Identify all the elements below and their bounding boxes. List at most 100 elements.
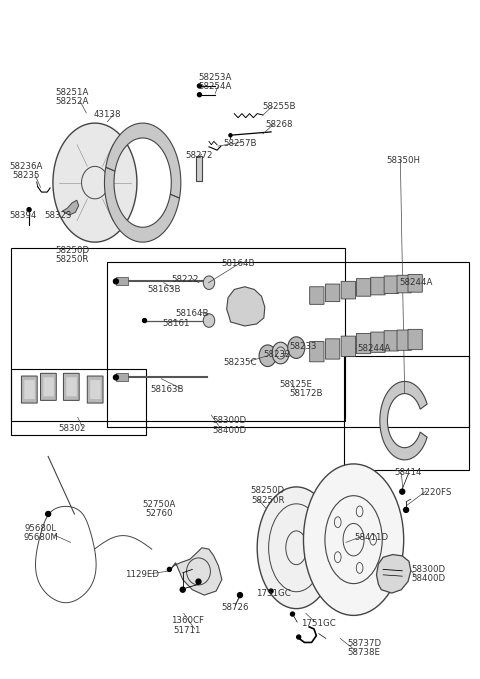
Text: 58250D: 58250D (251, 486, 285, 496)
Text: 58400D: 58400D (411, 574, 445, 583)
Circle shape (404, 507, 408, 513)
Text: 58244A: 58244A (358, 344, 391, 354)
Text: 58255B: 58255B (263, 102, 296, 111)
FancyBboxPatch shape (384, 331, 398, 351)
Circle shape (180, 587, 185, 592)
FancyBboxPatch shape (341, 281, 356, 299)
FancyBboxPatch shape (371, 277, 385, 295)
Text: 58411D: 58411D (354, 533, 388, 542)
Text: 58222: 58222 (171, 276, 198, 285)
Circle shape (297, 635, 300, 639)
Polygon shape (171, 548, 222, 595)
FancyBboxPatch shape (87, 376, 103, 403)
FancyBboxPatch shape (408, 274, 422, 292)
Text: 58394: 58394 (10, 210, 37, 219)
Text: 58164B: 58164B (221, 259, 255, 268)
Text: 58250R: 58250R (251, 496, 285, 505)
Text: 1751GC: 1751GC (301, 619, 336, 628)
Text: 58163B: 58163B (148, 285, 181, 294)
Text: 58125E: 58125E (280, 380, 313, 388)
FancyBboxPatch shape (371, 332, 385, 352)
Circle shape (229, 134, 232, 136)
FancyBboxPatch shape (63, 373, 79, 401)
FancyBboxPatch shape (397, 275, 411, 293)
Text: 58161: 58161 (162, 318, 190, 328)
Polygon shape (62, 200, 79, 215)
FancyBboxPatch shape (40, 373, 56, 401)
Bar (344, 356, 469, 470)
Bar (11, 249, 345, 421)
FancyBboxPatch shape (43, 378, 54, 397)
Text: 58252A: 58252A (55, 97, 89, 106)
Text: 52750A: 52750A (142, 500, 176, 509)
Text: 43138: 43138 (94, 111, 121, 120)
Ellipse shape (303, 464, 404, 615)
Bar (116, 277, 128, 285)
Ellipse shape (272, 342, 289, 364)
Polygon shape (53, 123, 137, 242)
Circle shape (113, 279, 119, 284)
Text: 58253A: 58253A (199, 73, 232, 81)
Circle shape (400, 489, 405, 494)
FancyBboxPatch shape (341, 336, 356, 356)
Text: 1220FS: 1220FS (420, 488, 452, 497)
FancyBboxPatch shape (325, 284, 340, 301)
Polygon shape (105, 167, 180, 242)
Text: 58250D: 58250D (55, 246, 89, 255)
Polygon shape (380, 382, 427, 460)
Text: 58235: 58235 (12, 171, 40, 181)
Ellipse shape (203, 314, 215, 327)
Bar (196, 155, 202, 181)
Text: 58233: 58233 (289, 342, 317, 351)
Text: 51711: 51711 (174, 626, 201, 635)
Text: 58254A: 58254A (199, 82, 232, 91)
Text: 58251A: 58251A (55, 88, 89, 96)
Text: 58250R: 58250R (55, 255, 89, 264)
Text: 95680M: 95680M (23, 533, 58, 542)
Text: 58300D: 58300D (213, 416, 247, 425)
Circle shape (197, 84, 202, 88)
Ellipse shape (203, 276, 215, 289)
Text: 95680L: 95680L (24, 524, 57, 532)
Circle shape (290, 612, 295, 616)
Text: 58400D: 58400D (213, 426, 247, 435)
Bar (116, 373, 128, 382)
FancyBboxPatch shape (90, 380, 101, 399)
Bar (108, 261, 469, 427)
Text: 58302: 58302 (58, 424, 86, 433)
FancyBboxPatch shape (310, 287, 324, 304)
Text: 52760: 52760 (145, 509, 173, 519)
Polygon shape (376, 555, 411, 593)
Text: 58272: 58272 (185, 151, 213, 160)
FancyBboxPatch shape (310, 342, 324, 362)
Polygon shape (106, 123, 181, 198)
Circle shape (197, 93, 202, 96)
Ellipse shape (259, 345, 276, 367)
Text: 1129ED: 1129ED (125, 570, 159, 579)
Text: 58172B: 58172B (289, 389, 323, 398)
Text: 58737D: 58737D (347, 640, 381, 648)
Text: 58257B: 58257B (223, 139, 257, 148)
Text: 58268: 58268 (265, 120, 293, 129)
Bar (11, 369, 146, 435)
FancyBboxPatch shape (357, 278, 371, 296)
Circle shape (143, 318, 146, 323)
FancyBboxPatch shape (397, 330, 411, 350)
Circle shape (27, 208, 31, 212)
Text: 58300D: 58300D (411, 565, 445, 574)
Text: 1360CF: 1360CF (171, 617, 204, 625)
Text: 58163B: 58163B (151, 385, 184, 394)
Text: 58414: 58414 (394, 468, 422, 477)
FancyBboxPatch shape (384, 276, 398, 293)
Text: 58350H: 58350H (386, 156, 420, 166)
FancyBboxPatch shape (22, 376, 37, 403)
Text: 58236A: 58236A (10, 162, 43, 171)
Text: 58244A: 58244A (400, 278, 433, 287)
Text: 58738E: 58738E (348, 648, 381, 657)
FancyBboxPatch shape (357, 333, 371, 354)
FancyBboxPatch shape (24, 380, 35, 399)
Circle shape (238, 593, 242, 598)
FancyBboxPatch shape (325, 339, 340, 359)
Text: 58726: 58726 (221, 603, 249, 612)
Text: 58164B: 58164B (176, 310, 209, 318)
